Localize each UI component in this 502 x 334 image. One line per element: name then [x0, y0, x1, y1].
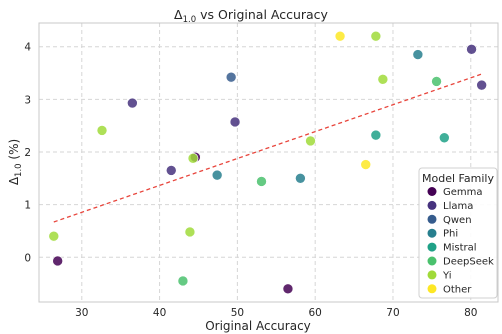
x-tick-label: 60: [308, 307, 321, 319]
y-axis-title: Δ1.0 (%): [7, 139, 24, 185]
legend-label-yi: Yi: [442, 270, 452, 281]
chart-title: Δ1.0 vs Original Accuracy: [174, 7, 329, 25]
legend-marker-llama: [427, 200, 437, 210]
data-point-yi: [370, 30, 382, 42]
data-point-yi: [184, 226, 196, 238]
data-point-other: [360, 159, 372, 170]
y-tick-label: 3: [24, 94, 31, 106]
trendline: [53, 73, 482, 223]
data-point-other: [334, 30, 346, 42]
x-tick-label: 30: [75, 307, 88, 319]
legend-label-qwen: Qwen: [443, 215, 472, 226]
x-tick-label: 80: [464, 307, 477, 319]
plot-frame: [38, 22, 499, 303]
data-point-yi: [48, 230, 60, 242]
data-point-qwen: [225, 71, 237, 83]
legend-items: Gemma Llama Qwen Phi Mistral DeepSeek Yi Other: [427, 187, 494, 295]
x-axis-title: Original Accuracy: [205, 319, 311, 333]
legend: Model Family Gemma Llama Qwen Phi Mistral Dee…: [418, 167, 498, 299]
x-tick-label: 70: [386, 307, 399, 319]
legend-marker-mistral: [427, 242, 437, 252]
tick-labels: 30 40 50 60 70 80 0 1 2 3 4: [24, 42, 477, 319]
data-point-llama: [476, 79, 487, 91]
legend-label-llama: Llama: [443, 201, 473, 212]
legend-label-mistral: Mistral: [443, 243, 477, 254]
data-point-yi: [377, 74, 389, 85]
legend-label-other: Other: [443, 284, 472, 295]
legend-title: Model Family: [422, 172, 494, 185]
legend-label-deepseek: DeepSeek: [443, 257, 494, 268]
data-point-gemma: [282, 283, 294, 295]
legend-box: [418, 167, 498, 299]
data-point-deepseek: [431, 76, 442, 87]
legend-label-phi: Phi: [443, 229, 458, 240]
legend-label-gemma: Gemma: [443, 187, 483, 198]
data-point-mistral: [370, 129, 382, 141]
data-point-llama: [127, 97, 138, 109]
data-point-deepseek: [256, 176, 267, 187]
data-point-llama: [229, 116, 241, 128]
y-tick-label: 4: [24, 42, 31, 54]
legend-marker-deepseek: [427, 256, 437, 266]
data-point-mistral: [439, 132, 450, 144]
data-point-llama: [165, 165, 177, 176]
data-points: [48, 30, 487, 295]
data-point-yi: [187, 152, 199, 164]
data-point-gemma: [52, 255, 63, 267]
data-point-yi: [96, 125, 108, 136]
data-point-phi: [295, 172, 306, 184]
data-point-phi: [211, 169, 223, 181]
trendline-group: [53, 73, 482, 223]
legend-marker-yi: [427, 270, 437, 280]
legend-marker-gemma: [427, 187, 437, 196]
data-point-deepseek: [177, 275, 189, 287]
x-tick-label: 40: [153, 307, 166, 319]
legend-marker-other: [427, 284, 437, 294]
data-point-yi: [305, 135, 316, 147]
y-tick-label: 1: [24, 200, 31, 212]
data-point-llama: [466, 44, 477, 55]
x-tick-label: 50: [231, 307, 244, 319]
legend-marker-qwen: [427, 214, 437, 224]
y-tick-label: 0: [24, 252, 31, 264]
data-point-phi: [412, 49, 424, 60]
legend-marker-phi: [427, 228, 437, 238]
y-tick-label: 2: [24, 147, 31, 159]
